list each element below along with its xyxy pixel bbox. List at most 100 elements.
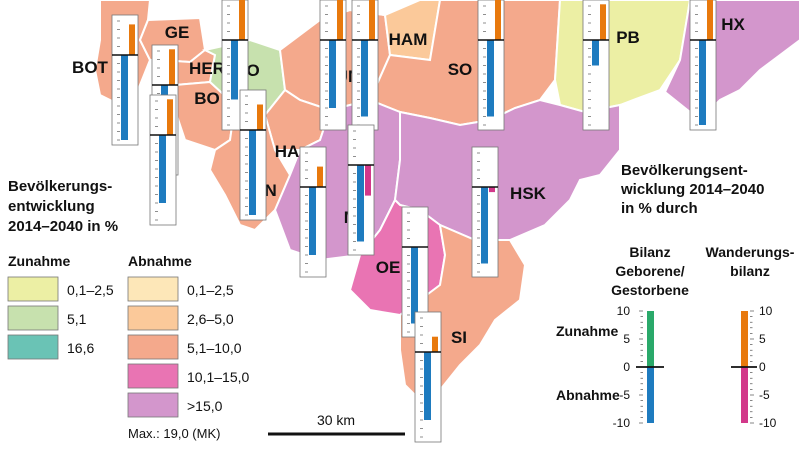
legend-swatch-decrease <box>127 363 179 389</box>
bar-birth-balance <box>231 40 238 100</box>
bar-birth-balance <box>424 352 431 420</box>
legend-label-decrease: >15,0 <box>187 398 223 414</box>
bar-birth-balance <box>357 165 364 242</box>
district-bars-bo <box>149 94 177 226</box>
bar-birth-balance <box>699 40 706 125</box>
bar-birth-balance <box>592 40 599 66</box>
district-bars-hsk <box>471 146 499 278</box>
bar-legend-tick-label-left: 5 <box>623 332 630 346</box>
bar-migration-balance <box>369 0 375 41</box>
bar-migration-balance <box>489 187 495 193</box>
legend-decrease-heading: Abnahme <box>128 253 192 269</box>
bar-legend-birth-decrease <box>647 367 654 423</box>
bar-legend-migration-increase <box>741 311 748 367</box>
bar-legend-col2-line: Wanderungs- <box>706 244 795 260</box>
district-bars-so <box>477 0 505 131</box>
bar-legend-tick-label-right: 5 <box>759 332 766 346</box>
population-change-legend: Bevölkerungs-entwicklung 2014–2040 in % Zu… <box>7 178 249 441</box>
legend-swatch-decrease <box>127 334 179 360</box>
district-label-ha: HA <box>275 142 300 161</box>
district-bars-mk <box>347 124 375 256</box>
legend-label-decrease: 0,1–2,5 <box>187 282 234 298</box>
district-bars-hx <box>689 0 717 131</box>
legend-title-line: entwicklung <box>8 198 95 215</box>
legend-swatch-decrease <box>127 392 179 418</box>
bar-chart-legend: Bevölkerungsent-wicklung 2014–2040 in % d… <box>556 162 795 430</box>
bar-legend-col2-line: bilanz <box>730 263 770 279</box>
district-bars-ha <box>299 146 327 278</box>
legend-swatch-decrease <box>127 305 179 331</box>
bar-birth-balance <box>411 247 418 324</box>
legend-label-increase: 5,1 <box>67 311 87 327</box>
bar-migration-balance <box>169 49 175 85</box>
bar-migration-balance <box>129 24 135 55</box>
bar-legend-tick-label-left: 0 <box>623 360 630 374</box>
bar-legend-title-line: Bevölkerungsent- <box>621 162 748 179</box>
bar-migration-balance <box>167 99 173 135</box>
bar-migration-balance <box>337 0 343 40</box>
legend-label-increase: 16,6 <box>67 340 94 356</box>
district-label-hsk: HSK <box>510 184 547 203</box>
legend-title-line: Bevölkerungs- <box>8 178 112 195</box>
district-label-bo: BO <box>194 89 220 108</box>
district-label-ham: HAM <box>389 30 428 49</box>
bar-birth-balance <box>249 130 256 215</box>
district-label-her: HER <box>189 59 225 78</box>
district-label-ge: GE <box>165 23 190 42</box>
legend-label-increase: 0,1–2,5 <box>67 282 114 298</box>
legend-label-decrease: 5,1–10,0 <box>187 340 242 356</box>
bar-migration-balance <box>707 0 713 40</box>
bar-migration-balance <box>257 104 263 130</box>
bar-migration-balance <box>432 336 438 352</box>
bar-legend-col1-line: Geborene/ <box>615 263 684 279</box>
bar-legend-title-line: in % durch <box>621 200 698 217</box>
district-label-hx: HX <box>721 15 745 34</box>
bar-legend-tick-label-left: -10 <box>613 416 631 430</box>
scale-bar: 30 km <box>268 412 405 436</box>
bar-migration-balance <box>317 166 323 187</box>
bar-legend-birth-increase <box>647 311 654 367</box>
district-label-bot: BOT <box>72 58 109 77</box>
bar-birth-balance <box>481 187 488 264</box>
bar-legend-tick-label-right: -5 <box>759 388 770 402</box>
bar-legend-migration-decrease <box>741 367 748 423</box>
bar-migration-balance <box>239 0 245 40</box>
bar-birth-balance <box>329 40 336 108</box>
legend-swatch-increase <box>7 305 59 331</box>
legend-swatch-increase <box>7 276 59 302</box>
district-label-si: SI <box>451 328 467 347</box>
bar-migration-balance <box>495 0 501 40</box>
legend-increase-heading: Zunahme <box>8 253 70 269</box>
legend-swatch-increase <box>7 334 59 360</box>
district-bars-bot <box>111 14 139 146</box>
bar-legend-decrease-label: Abnahme <box>556 387 620 403</box>
bar-legend-title-line: wicklung 2014–2040 <box>620 181 764 198</box>
district-bars-un <box>319 0 347 131</box>
legend-swatch-decrease <box>127 276 179 302</box>
bar-birth-balance <box>159 135 166 203</box>
district-bars-pb <box>582 0 610 131</box>
legend-label-decrease: 10,1–15,0 <box>187 369 249 385</box>
district-label-so: SO <box>448 60 473 79</box>
bar-birth-balance <box>361 40 368 117</box>
bar-legend-tick-label-right: 10 <box>759 304 773 318</box>
district-bars-si <box>414 311 442 443</box>
bar-migration-balance <box>600 4 606 41</box>
bar-birth-balance <box>121 55 128 140</box>
bar-legend-tick-label-right: -10 <box>759 416 777 430</box>
district-bars-en <box>239 89 267 221</box>
legend-title-line: 2014–2040 in % <box>8 218 118 235</box>
bar-legend-tick-label-right: 0 <box>759 360 766 374</box>
district-bar-layer <box>111 0 717 443</box>
bar-birth-balance <box>487 40 494 117</box>
bar-migration-balance <box>365 165 371 196</box>
district-label-pb: PB <box>616 28 640 47</box>
bar-legend-increase-label: Zunahme <box>556 323 618 339</box>
bar-legend-tick-label-left: 10 <box>617 304 631 318</box>
district-label-oe: OE <box>376 258 401 277</box>
scale-bar-label: 30 km <box>317 412 355 428</box>
legend-label-decrease: 2,6–5,0 <box>187 311 234 327</box>
district-bars-ham <box>351 0 379 131</box>
bar-legend-tick-label-left: -5 <box>619 388 630 402</box>
